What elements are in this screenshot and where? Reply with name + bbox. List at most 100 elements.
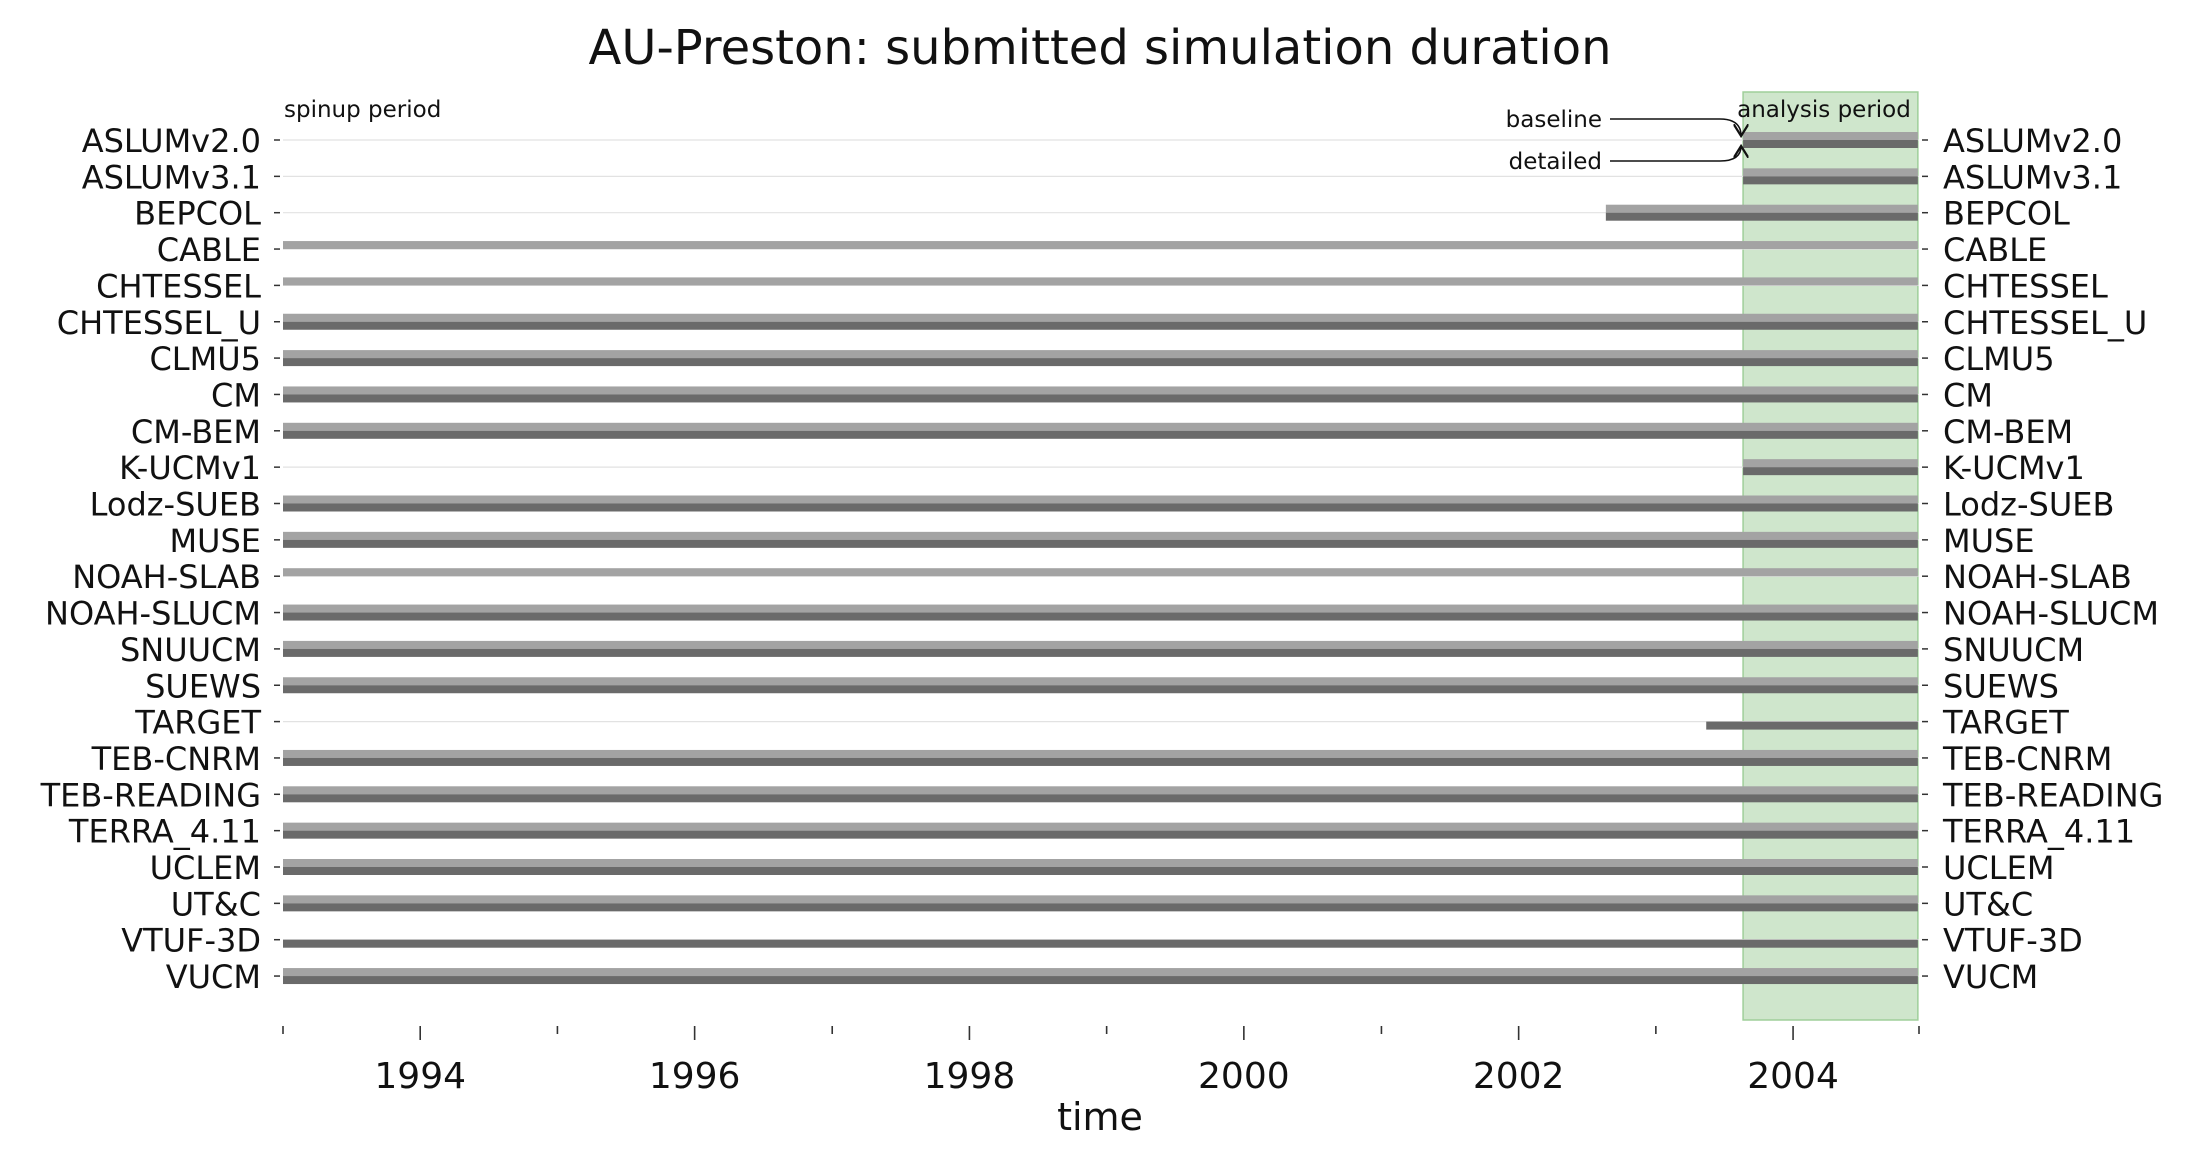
model-label-left-suews: SUEWS xyxy=(145,667,261,705)
detailed-annotation-label: detailed xyxy=(1509,149,1602,175)
x-axis: 1994 1996 1998 2000 2002 2004 xyxy=(282,1026,1920,1097)
x-tick-label-1994: 1994 xyxy=(374,1056,466,1097)
model-label-right-ut-c: UT&C xyxy=(1943,885,2033,923)
model-label-right-terra-4-11: TERRA_4.11 xyxy=(1942,813,2135,851)
model-label-left-teb-reading: TEB-READING xyxy=(40,776,261,814)
bar-baseline-bepcol xyxy=(1605,204,1918,213)
model-label-right-cm-bem: CM-BEM xyxy=(1943,413,2073,451)
model-label-right-chtessel: CHTESSEL xyxy=(1943,267,2108,305)
bar-baseline-snuucm xyxy=(283,640,1918,649)
bar-detailed-aslumv3-1 xyxy=(1743,176,1918,185)
model-label-left-cable: CABLE xyxy=(157,231,261,269)
analysis-period-label: analysis period xyxy=(1737,97,1911,123)
bar-detailed-aslumv2-0 xyxy=(1743,140,1918,148)
bar-baseline-teb-reading xyxy=(283,786,1918,795)
bar-detailed-teb-cnrm xyxy=(283,757,1918,766)
model-label-left-aslumv3-1: ASLUMv3.1 xyxy=(82,158,261,196)
model-label-right-snuucm: SNUUCM xyxy=(1943,631,2084,669)
model-label-right-bepcol: BEPCOL xyxy=(1943,195,2070,233)
model-label-left-aslumv2-0: ASLUMv2.0 xyxy=(82,122,261,160)
model-label-right-muse: MUSE xyxy=(1943,522,2035,560)
bar-detailed-noah-slucm xyxy=(283,612,1918,621)
bar-baseline-muse xyxy=(283,531,1918,540)
model-label-left-bepcol: BEPCOL xyxy=(134,195,261,233)
model-label-left-lodz-sueb: Lodz-SUEB xyxy=(90,486,261,524)
model-label-left-k-ucmv1: K-UCMv1 xyxy=(119,449,261,487)
model-label-right-noah-slucm: NOAH-SLUCM xyxy=(1943,595,2159,633)
bar-baseline-k-ucmv1 xyxy=(1743,459,1918,468)
bar-detailed-snuucm xyxy=(283,648,1918,657)
bar-baseline-uclem xyxy=(283,859,1918,867)
gridlines-layer xyxy=(283,139,1919,977)
bar-detailed-vtuf-3d xyxy=(283,939,1918,948)
bar-detailed-clmu5 xyxy=(283,358,1918,367)
bar-detailed-terra-4-11 xyxy=(283,830,1918,839)
model-label-right-suews: SUEWS xyxy=(1943,667,2059,705)
bar-detailed-lodz-sueb xyxy=(283,503,1918,512)
x-tick-label-1998: 1998 xyxy=(924,1056,1016,1097)
model-label-right-uclem: UCLEM xyxy=(1943,849,2054,887)
bar-baseline-chtessel xyxy=(283,277,1918,286)
model-label-right-lodz-sueb: Lodz-SUEB xyxy=(1943,486,2114,524)
bar-detailed-muse xyxy=(283,539,1918,548)
model-label-left-target: TARGET xyxy=(134,704,261,742)
bar-detailed-suews xyxy=(283,685,1918,694)
bar-baseline-cm xyxy=(283,386,1918,395)
bar-baseline-clmu5 xyxy=(283,350,1918,359)
bar-baseline-noah-slab xyxy=(283,568,1918,577)
model-label-left-vtuf-3d: VTUF-3D xyxy=(121,922,261,960)
bar-baseline-vucm xyxy=(283,968,1918,977)
bars-layer xyxy=(283,132,1918,985)
bar-detailed-ut-c xyxy=(283,903,1918,912)
x-axis-title: time xyxy=(1057,1095,1143,1139)
model-label-left-cm: CM xyxy=(211,376,261,414)
model-label-right-clmu5: CLMU5 xyxy=(1943,340,2055,378)
analysis-period-region xyxy=(1742,91,1919,1021)
model-label-right-vtuf-3d: VTUF-3D xyxy=(1943,922,2083,960)
model-label-left-noah-slucm: NOAH-SLUCM xyxy=(45,595,261,633)
model-label-right-target: TARGET xyxy=(1942,704,2069,742)
bar-detailed-cm xyxy=(283,394,1918,403)
bar-baseline-lodz-sueb xyxy=(283,495,1918,504)
bar-baseline-chtessel-u xyxy=(283,313,1918,322)
model-label-left-teb-cnrm: TEB-CNRM xyxy=(91,740,261,778)
x-tick-label-2004: 2004 xyxy=(1747,1056,1839,1097)
model-label-right-teb-reading: TEB-READING xyxy=(1942,776,2163,814)
model-label-right-noah-slab: NOAH-SLAB xyxy=(1943,558,2132,596)
baseline-annotation-arrow xyxy=(1610,118,1741,136)
bar-baseline-cable xyxy=(283,241,1918,250)
bar-detailed-vucm xyxy=(283,976,1918,985)
x-tick-label-1996: 1996 xyxy=(649,1056,741,1097)
model-label-left-ut-c: UT&C xyxy=(171,885,261,923)
annotations-layer: baseline detailed xyxy=(1506,107,1741,175)
analysis-region-layer xyxy=(1742,91,1919,1021)
bar-detailed-cm-bem xyxy=(283,430,1918,439)
model-label-left-terra-4-11: TERRA_4.11 xyxy=(68,813,261,851)
model-label-left-clmu5: CLMU5 xyxy=(149,340,261,378)
model-label-left-vucm: VUCM xyxy=(166,958,261,996)
model-label-left-muse: MUSE xyxy=(169,522,261,560)
bar-baseline-teb-cnrm xyxy=(283,749,1918,758)
model-label-right-aslumv2-0: ASLUMv2.0 xyxy=(1943,122,2122,160)
model-label-right-chtessel-u: CHTESSEL_U xyxy=(1943,304,2147,342)
model-label-left-uclem: UCLEM xyxy=(150,849,261,887)
model-label-left-chtessel-u: CHTESSEL_U xyxy=(57,304,261,342)
model-label-right-vucm: VUCM xyxy=(1943,958,2038,996)
bar-detailed-chtessel-u xyxy=(283,321,1918,330)
bar-baseline-suews xyxy=(283,677,1918,686)
bar-detailed-uclem xyxy=(283,867,1918,875)
bar-detailed-target xyxy=(1706,721,1918,730)
model-label-right-k-ucmv1: K-UCMv1 xyxy=(1943,449,2085,487)
bar-baseline-terra-4-11 xyxy=(283,822,1918,831)
x-tick-label-2000: 2000 xyxy=(1198,1056,1290,1097)
model-label-right-cm: CM xyxy=(1943,376,1993,414)
bar-detailed-k-ucmv1 xyxy=(1743,467,1918,476)
chart-title: AU-Preston: submitted simulation duratio… xyxy=(589,20,1612,76)
model-label-right-cable: CABLE xyxy=(1943,231,2047,269)
bar-baseline-noah-slucm xyxy=(283,604,1918,613)
model-label-left-snuucm: SNUUCM xyxy=(120,631,261,669)
detailed-annotation-arrow xyxy=(1610,146,1741,162)
